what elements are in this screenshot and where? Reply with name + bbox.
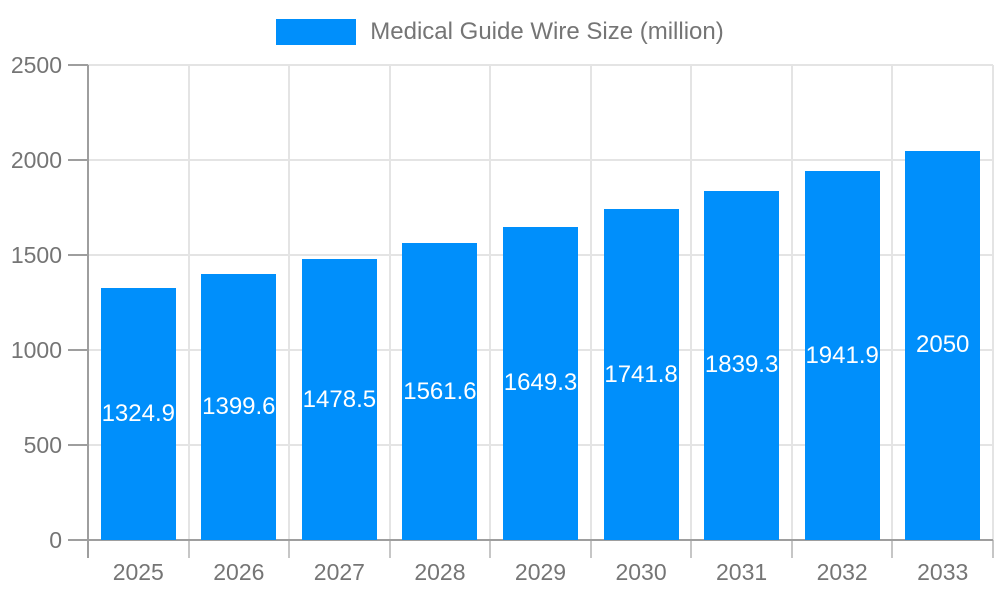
gridline-horizontal bbox=[88, 159, 993, 161]
bar-2031[interactable] bbox=[704, 190, 780, 540]
y-axis-tick bbox=[68, 444, 88, 446]
x-axis-tick bbox=[187, 540, 190, 558]
legend-swatch bbox=[276, 19, 357, 45]
x-axis-tick bbox=[388, 540, 391, 558]
gridline-vertical bbox=[891, 65, 894, 540]
gridline-vertical bbox=[388, 65, 391, 540]
x-axis-line bbox=[88, 539, 993, 541]
gridline-vertical bbox=[589, 65, 592, 540]
gridline-vertical bbox=[790, 65, 793, 540]
y-axis-line bbox=[87, 65, 89, 558]
x-axis-tick-label: 2030 bbox=[615, 559, 667, 585]
y-axis-tick bbox=[68, 349, 88, 351]
gridline-vertical bbox=[690, 65, 693, 540]
y-axis-tick bbox=[68, 539, 88, 541]
legend-label: Medical Guide Wire Size (million) bbox=[370, 18, 724, 45]
x-axis-tick bbox=[790, 540, 793, 558]
x-axis-tick bbox=[489, 540, 492, 558]
bar-value-label: 1741.8 bbox=[604, 360, 678, 388]
chart-legend[interactable]: Medical Guide Wire Size (million) bbox=[0, 19, 1000, 45]
bar-2032[interactable] bbox=[804, 171, 880, 540]
gridline-vertical bbox=[489, 65, 492, 540]
bar-2033[interactable] bbox=[905, 150, 981, 540]
bar-2027[interactable] bbox=[301, 259, 377, 540]
bar-value-label: 1649.3 bbox=[503, 369, 578, 397]
bar-2026[interactable] bbox=[201, 274, 277, 540]
x-axis-tick-label: 2027 bbox=[313, 559, 365, 585]
x-axis-tick-label: 2032 bbox=[816, 559, 868, 585]
y-axis-tick-label: 1500 bbox=[10, 242, 62, 268]
gridline-vertical bbox=[288, 65, 291, 540]
x-axis-tick bbox=[690, 540, 693, 558]
x-axis-tick bbox=[288, 540, 291, 558]
y-axis-tick bbox=[68, 64, 88, 66]
x-axis-tick bbox=[891, 540, 894, 558]
bar-value-label: 1839.3 bbox=[704, 351, 779, 379]
x-axis-tick-label: 2028 bbox=[414, 559, 466, 585]
y-axis-tick bbox=[68, 254, 88, 256]
y-axis-tick-label: 2500 bbox=[10, 52, 62, 78]
x-axis-tick-label: 2025 bbox=[112, 559, 164, 585]
bar-value-label: 1941.9 bbox=[805, 341, 879, 369]
bar-value-label: 1399.6 bbox=[202, 393, 276, 421]
x-axis-tick bbox=[992, 540, 994, 558]
y-axis-tick-label: 0 bbox=[49, 527, 62, 553]
x-axis-tick-label: 2033 bbox=[917, 559, 969, 585]
bar-2030[interactable] bbox=[603, 209, 679, 540]
x-axis-tick-label: 2031 bbox=[716, 559, 768, 585]
x-axis-tick bbox=[589, 540, 592, 558]
y-axis-tick-label: 2000 bbox=[10, 147, 62, 173]
y-axis-tick-label: 500 bbox=[23, 432, 62, 458]
gridline-vertical bbox=[187, 65, 190, 540]
gridline-horizontal bbox=[88, 64, 993, 66]
gridline-vertical bbox=[992, 65, 994, 540]
bar-2029[interactable] bbox=[503, 226, 578, 540]
bar-value-label: 1478.5 bbox=[302, 385, 377, 413]
y-axis-tick-label: 1000 bbox=[10, 337, 62, 363]
bar-2025[interactable] bbox=[100, 288, 176, 540]
bar-value-label: 1324.9 bbox=[101, 400, 175, 428]
bar-value-label: 1561.6 bbox=[403, 377, 477, 405]
bar-value-label: 2050 bbox=[916, 331, 970, 359]
bar-2028[interactable] bbox=[402, 243, 478, 540]
y-axis-tick bbox=[68, 159, 88, 161]
x-axis-tick-label: 2026 bbox=[213, 559, 265, 585]
x-axis-tick-label: 2029 bbox=[514, 559, 567, 585]
